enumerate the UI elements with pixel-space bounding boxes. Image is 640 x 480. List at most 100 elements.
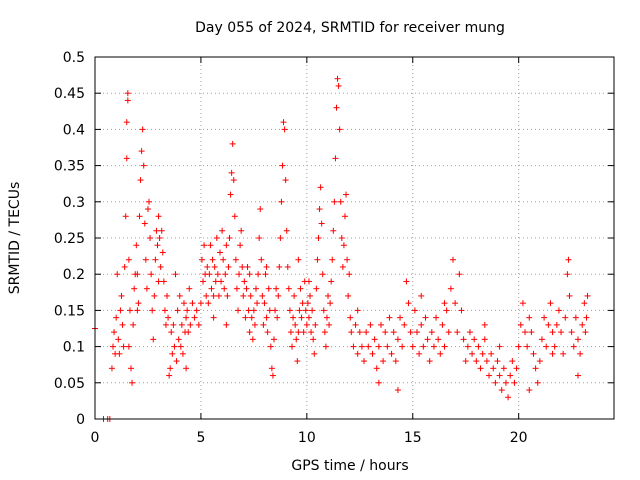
data-point [189, 300, 196, 307]
data-point [545, 321, 552, 328]
data-point [526, 387, 533, 394]
data-point [150, 336, 157, 343]
data-point [262, 271, 269, 278]
data-point [265, 285, 272, 292]
data-point [401, 321, 408, 328]
data-point [221, 285, 228, 292]
chart-title: Day 055 of 2024, SRMTID for receiver mun… [195, 20, 505, 36]
data-point [296, 307, 303, 314]
data-point [409, 343, 416, 350]
data-point [295, 329, 302, 336]
data-point [473, 358, 480, 365]
data-point [313, 285, 320, 292]
data-point [367, 321, 374, 328]
data-point [445, 329, 452, 336]
data-point [266, 307, 273, 314]
x-tick-label: 10 [298, 430, 316, 446]
data-point [390, 329, 397, 336]
data-point [354, 350, 361, 357]
data-point [475, 343, 482, 350]
data-point [481, 336, 488, 343]
y-tick-label: 0.1 [63, 340, 85, 356]
data-point [172, 271, 179, 278]
data-point [206, 271, 213, 278]
data-point [492, 379, 499, 386]
data-point [124, 90, 131, 97]
data-point [222, 271, 229, 278]
data-point [568, 329, 575, 336]
data-point [298, 314, 305, 321]
data-point [178, 321, 185, 328]
data-point [496, 343, 503, 350]
data-point [179, 350, 186, 357]
data-point [219, 227, 226, 234]
data-point [332, 155, 339, 162]
data-point [283, 227, 290, 234]
data-point [330, 227, 337, 234]
data-point [244, 263, 251, 270]
data-point [249, 336, 256, 343]
data-point [123, 119, 130, 126]
data-point [388, 350, 395, 357]
data-point [185, 329, 192, 336]
data-point [433, 314, 440, 321]
data-point [231, 213, 238, 220]
y-tick-label: 0.25 [54, 231, 85, 247]
data-point [524, 343, 531, 350]
data-point [187, 321, 194, 328]
data-point [241, 278, 248, 285]
data-point [264, 329, 271, 336]
data-point [329, 256, 336, 263]
data-point [285, 285, 292, 292]
data-point [159, 249, 166, 256]
data-point [286, 307, 293, 314]
data-point [479, 350, 486, 357]
data-point [320, 307, 327, 314]
data-point [156, 235, 163, 241]
data-point [213, 235, 220, 241]
data-point [490, 365, 497, 372]
data-point [205, 300, 212, 307]
data-point [239, 263, 246, 270]
data-point [238, 227, 245, 234]
data-point [223, 321, 230, 328]
data-point [413, 329, 420, 336]
data-point [428, 329, 435, 336]
data-point [430, 343, 437, 350]
data-point [228, 169, 235, 176]
data-point [229, 140, 236, 147]
data-point [294, 358, 301, 365]
data-point [153, 227, 160, 234]
data-point [226, 235, 233, 241]
data-point [152, 256, 159, 263]
data-point [279, 162, 286, 169]
data-point [565, 256, 572, 263]
data-point [174, 307, 181, 314]
data-point [477, 365, 484, 372]
data-point [271, 336, 278, 343]
data-point [334, 75, 341, 82]
data-point [547, 300, 554, 307]
x-tick-label: 20 [510, 430, 528, 446]
data-point [110, 343, 117, 350]
data-point [293, 336, 300, 343]
data-point [282, 177, 289, 184]
data-point [292, 321, 299, 328]
data-point [186, 285, 193, 292]
data-point [130, 321, 137, 328]
data-point [263, 263, 270, 270]
data-point [175, 336, 182, 343]
data-point [146, 198, 153, 205]
data-point [263, 314, 270, 321]
data-point [405, 300, 412, 307]
data-point [108, 365, 115, 372]
data-point [290, 314, 297, 321]
data-point [261, 300, 268, 307]
data-point [171, 343, 178, 350]
data-point [530, 350, 537, 357]
data-point [246, 329, 253, 336]
data-point [230, 177, 237, 184]
data-point [113, 314, 120, 321]
x-tick-label: 15 [404, 430, 422, 446]
